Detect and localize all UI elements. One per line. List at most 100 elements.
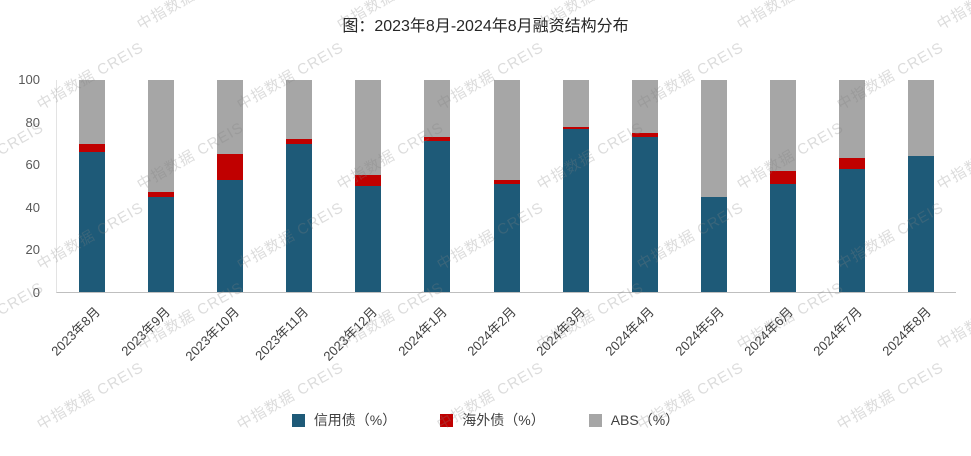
bar-column: [679, 80, 748, 292]
bar-segment: [493, 179, 520, 184]
x-axis-label: 2024年3月: [533, 304, 588, 359]
bar-segment: [355, 175, 382, 186]
bar-stack: [839, 80, 866, 292]
legend-swatch: [440, 413, 454, 427]
chart-title: 图：2023年8月-2024年8月融资结构分布: [342, 18, 629, 35]
bar-segment: [770, 80, 797, 172]
bar-segment: [839, 169, 866, 292]
bar-column: [610, 80, 679, 292]
bar-segment: [216, 80, 243, 155]
bar-column: [472, 80, 541, 292]
legend-item: ABS（%）: [588, 410, 680, 430]
legend-swatch: [291, 413, 305, 427]
bar-column: [887, 80, 956, 292]
bar-column: [264, 80, 333, 292]
bar-stack: [908, 80, 935, 292]
bar-segment: [216, 179, 243, 292]
x-axis-label: 2024年2月: [464, 304, 519, 359]
x-label-cell: 2024年6月: [741, 294, 817, 384]
x-label-cell: 2023年12月: [321, 294, 402, 384]
x-label-cell: 2023年11月: [252, 294, 333, 384]
x-axis-label: 2023年9月: [117, 304, 173, 359]
bar-segment: [631, 80, 658, 134]
x-label-cell: 2024年3月: [533, 294, 610, 384]
bar-segment: [78, 152, 105, 292]
legend-item: 海外债（%）: [440, 410, 545, 430]
bar-segment: [493, 80, 520, 180]
bar-segment: [839, 158, 866, 170]
bar-segment: [562, 80, 589, 127]
bar-segment: [908, 80, 935, 157]
bar-segment: [355, 80, 382, 176]
bar-column: [126, 80, 195, 292]
x-label-cell: 2024年5月: [672, 294, 748, 384]
bar-segment: [286, 80, 313, 140]
x-axis-label: 2024年5月: [671, 304, 727, 359]
x-axis-label: 2024年1月: [394, 304, 450, 359]
legend-item: 信用债（%）: [291, 410, 397, 430]
bar-column: [818, 80, 887, 292]
bar-segment: [286, 139, 313, 144]
legend: 信用债（%） 海外债（%） ABS（%）: [0, 410, 971, 430]
bar-column: [334, 80, 403, 292]
bar-segment: [839, 80, 866, 159]
bar-segment: [631, 133, 658, 138]
x-label-cell: 2023年10月: [182, 294, 263, 384]
bar-segment: [424, 137, 451, 142]
legend-label: 信用债（%）: [313, 412, 397, 428]
bar-stack: [493, 80, 520, 292]
bar-segment: [355, 186, 382, 292]
y-tick-label: 40: [25, 199, 40, 215]
bar-segment: [147, 196, 174, 292]
bar-stack: [700, 80, 727, 292]
y-tick-label: 80: [25, 114, 40, 130]
y-axis: 0 20 40 60 80 100: [0, 72, 46, 300]
bar-column: [195, 80, 264, 292]
bar-segment: [147, 80, 174, 193]
bar-column: [403, 80, 472, 292]
bar-segment: [424, 80, 451, 138]
x-label-cell: 2023年9月: [118, 294, 194, 384]
bar-column: [541, 80, 610, 292]
bar-segment: [770, 183, 797, 292]
bar-column: [749, 80, 818, 292]
x-axis-label: 2024年8月: [879, 304, 935, 359]
bar-segment: [700, 196, 727, 292]
bar-stack: [631, 80, 658, 292]
legend-label: ABS（%）: [610, 412, 680, 428]
plot-area: [56, 80, 956, 293]
bar-segment: [493, 183, 520, 292]
y-tick-label: 60: [25, 157, 40, 173]
bar-segment: [700, 80, 727, 197]
x-axis-label: 2024年4月: [602, 304, 658, 359]
bar-segment: [562, 128, 589, 292]
bar-segment: [78, 80, 105, 144]
bar-stack: [562, 80, 589, 292]
x-axis-label: 2024年7月: [810, 304, 865, 359]
bar-segment: [424, 141, 451, 292]
bar-stack: [770, 80, 797, 292]
x-label-cell: 2023年8月: [49, 294, 125, 384]
y-tick-label: 0: [32, 285, 40, 300]
legend-label: 海外债（%）: [462, 412, 545, 428]
bar-segment: [908, 156, 935, 292]
bar-stack: [147, 80, 174, 292]
x-label-cell: 2024年8月: [880, 294, 956, 384]
y-tick-label: 20: [25, 242, 40, 258]
x-label-cell: 2024年1月: [395, 294, 471, 384]
bar-stack: [355, 80, 382, 292]
bar-segment: [770, 171, 797, 184]
y-tick-label: 100: [18, 72, 40, 87]
bar-segment: [147, 192, 174, 197]
x-label-cell: 2024年2月: [464, 294, 540, 384]
bar-segment: [562, 126, 589, 129]
bar-stack: [286, 80, 313, 292]
legend-swatch: [588, 413, 602, 427]
x-label-cell: 2024年4月: [603, 294, 679, 384]
x-axis-label: 2023年8月: [48, 304, 104, 359]
bar-stack: [424, 80, 451, 292]
bar-segment: [78, 143, 105, 153]
bar-stack: [216, 80, 243, 292]
bar-segment: [286, 143, 313, 292]
